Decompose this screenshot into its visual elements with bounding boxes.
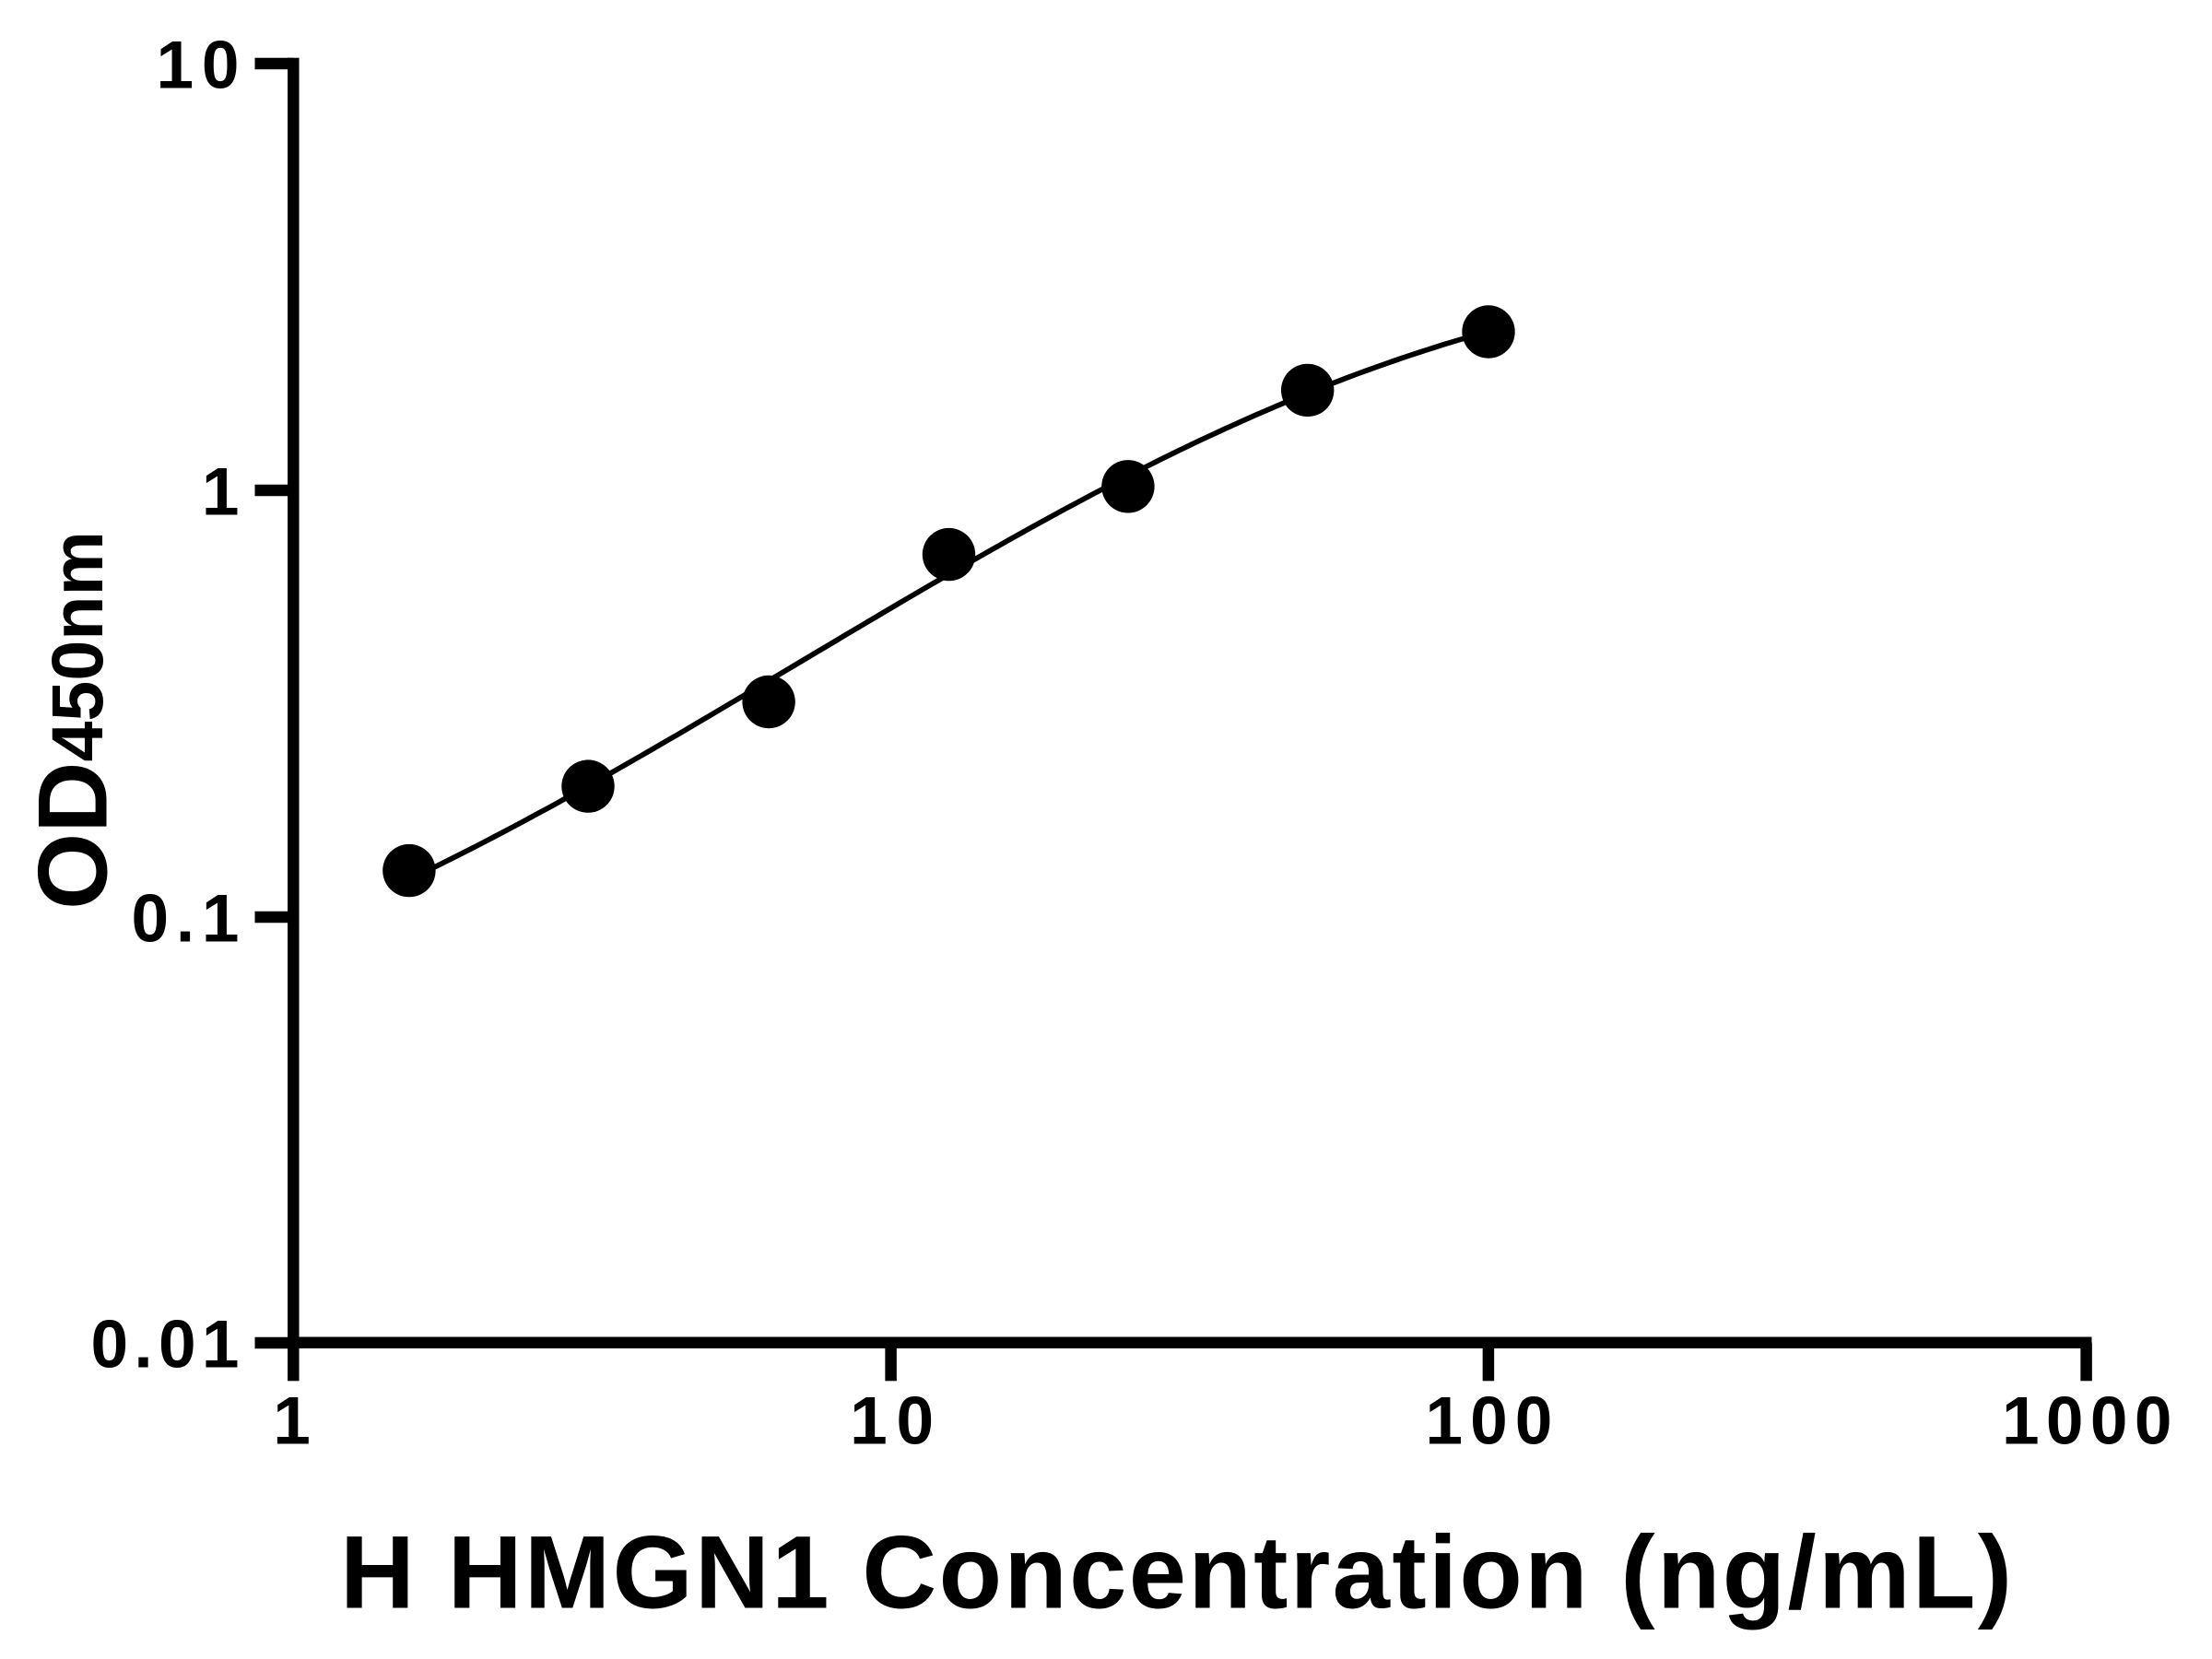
svg-text:1: 1 [202,454,240,529]
svg-text:0.01: 0.01 [91,1307,240,1382]
svg-text:H HMGN1 Concentration (ng/mL): H HMGN1 Concentration (ng/mL) [340,1515,2012,1630]
svg-text:100: 100 [1425,1383,1552,1458]
svg-text:0.1: 0.1 [132,881,240,956]
svg-text:1: 1 [273,1383,311,1458]
svg-text:OD450nm: OD450nm [18,531,128,910]
